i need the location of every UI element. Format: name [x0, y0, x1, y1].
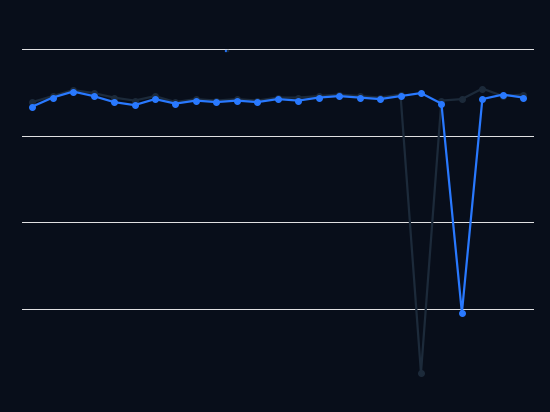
Legend: , : , — [225, 50, 228, 51]
